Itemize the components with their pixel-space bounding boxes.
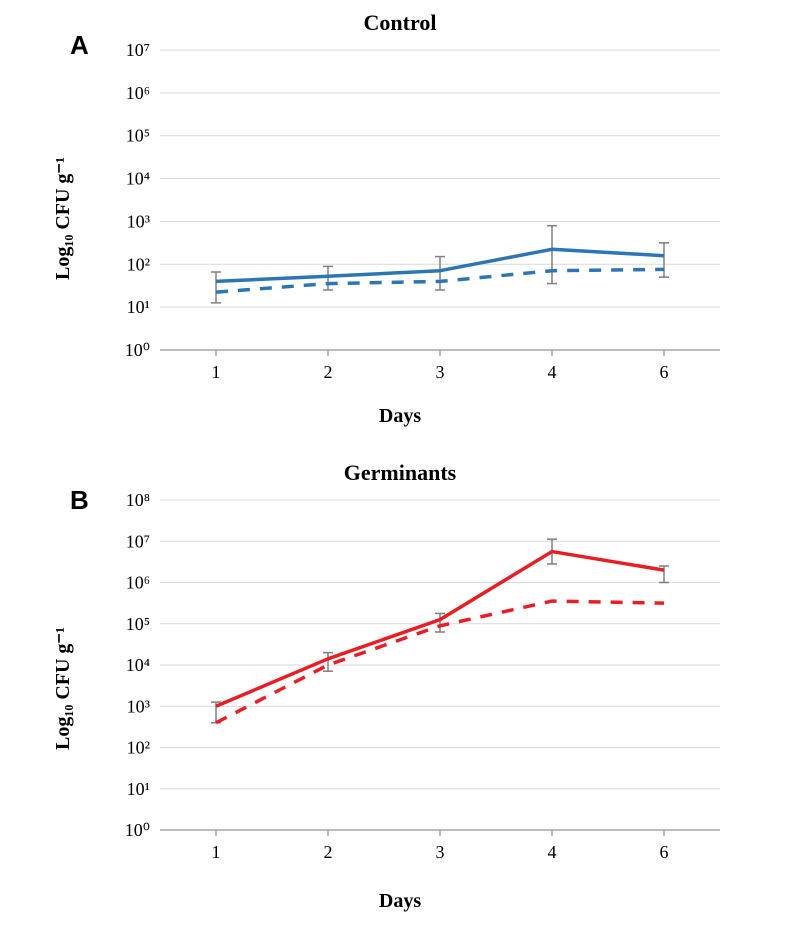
svg-text:10⁷: 10⁷ bbox=[126, 531, 150, 551]
svg-text:10¹: 10¹ bbox=[127, 779, 150, 799]
panel-a: A Control Log₁₀ CFU g⁻¹ 10⁰10¹10²10³10⁴1… bbox=[40, 10, 760, 440]
svg-text:10⁸: 10⁸ bbox=[126, 490, 150, 510]
panel-a-xlabel: Days bbox=[40, 405, 760, 428]
panel-b: B Germinants Log₁₀ CFU g⁻¹ 10⁰10¹10²10³1… bbox=[40, 460, 760, 930]
svg-text:3: 3 bbox=[436, 842, 445, 862]
svg-text:6: 6 bbox=[660, 362, 669, 382]
svg-text:2: 2 bbox=[324, 842, 333, 862]
svg-text:10⁰: 10⁰ bbox=[125, 340, 150, 360]
svg-text:1: 1 bbox=[212, 362, 221, 382]
svg-text:10⁴: 10⁴ bbox=[126, 169, 150, 189]
svg-text:10²: 10² bbox=[127, 738, 150, 758]
panel-b-xlabel: Days bbox=[40, 890, 760, 913]
svg-text:4: 4 bbox=[548, 842, 557, 862]
svg-text:10⁰: 10⁰ bbox=[125, 820, 150, 840]
svg-text:10⁵: 10⁵ bbox=[126, 126, 150, 146]
svg-text:6: 6 bbox=[660, 842, 669, 862]
panel-a-chart: 10⁰ 10¹ 10² 10³ 10⁴ 10⁵ 10⁶ 10⁷ 1 2 3 4 6 bbox=[40, 10, 760, 390]
svg-text:10⁷: 10⁷ bbox=[126, 40, 150, 60]
svg-text:10⁵: 10⁵ bbox=[126, 614, 150, 634]
svg-text:10³: 10³ bbox=[127, 211, 151, 231]
svg-text:10⁴: 10⁴ bbox=[126, 655, 150, 675]
svg-text:2: 2 bbox=[324, 362, 333, 382]
svg-text:10⁶: 10⁶ bbox=[126, 83, 150, 103]
panel-a-title: Control bbox=[40, 10, 760, 36]
svg-text:3: 3 bbox=[436, 362, 445, 382]
svg-text:1: 1 bbox=[212, 842, 221, 862]
svg-text:4: 4 bbox=[548, 362, 557, 382]
panel-b-ylabel: Log₁₀ CFU g⁻¹ bbox=[50, 627, 75, 750]
panel-b-label: B bbox=[70, 485, 89, 516]
panel-b-chart: 10⁰ 10¹ 10² 10³ 10⁴ 10⁵ 10⁶ 10⁷ 10⁸ 1 2 3 4 6 bbox=[40, 460, 760, 880]
svg-text:10⁶: 10⁶ bbox=[126, 573, 150, 593]
panel-a-ylabel: Log₁₀ CFU g⁻¹ bbox=[50, 157, 75, 280]
svg-text:10³: 10³ bbox=[127, 696, 151, 716]
svg-text:10¹: 10¹ bbox=[127, 297, 150, 317]
svg-text:10²: 10² bbox=[127, 254, 150, 274]
figure-container: { "panelA": { "label": "A", "title": "Co… bbox=[0, 0, 800, 940]
panel-b-title: Germinants bbox=[40, 460, 760, 486]
